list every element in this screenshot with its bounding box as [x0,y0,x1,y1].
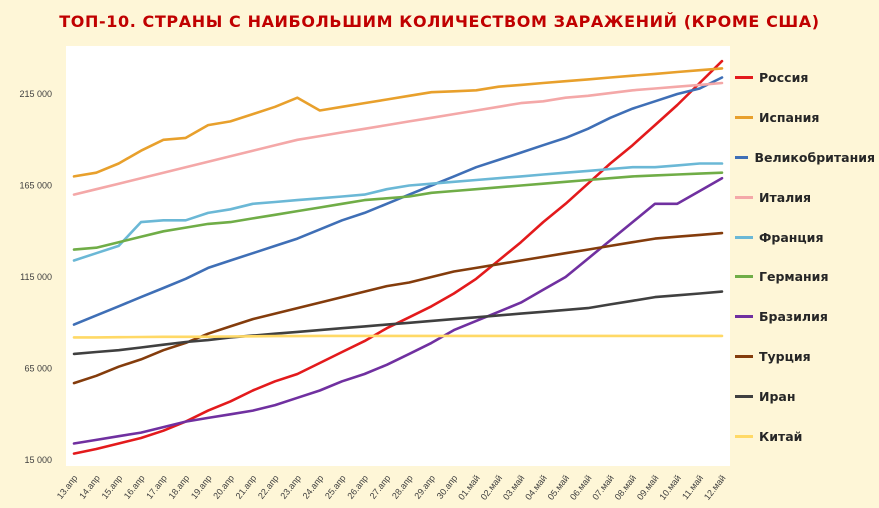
legend-label: Великобритания [754,149,875,165]
legend-swatch [735,275,753,279]
legend-swatch [735,116,753,120]
series-line [72,81,724,196]
legend-label: Испания [759,110,820,126]
x-tick-label: 14.апр [77,473,102,501]
x-tick-label: 01.май [456,473,482,502]
legend-label: Франция [759,229,824,245]
legend-label: Бразилия [759,309,828,325]
legend-label: Китай [759,428,803,444]
x-tick-label: 23.апр [278,473,303,501]
legend-label: Иран [759,388,796,404]
x-tick-label: 04.май [523,473,549,502]
x-tick-label: 16.апр [122,473,147,501]
x-tick-label: 17.апр [144,473,169,501]
legend-item: Россия [735,58,875,98]
legend-swatch [735,195,753,199]
x-tick-label: 10.май [657,473,683,502]
x-tick-label: 25.апр [323,473,348,501]
x-tick-label: 20.апр [211,473,236,501]
chart-legend: Россия Испания Великобритания Италия Франция… [735,58,875,456]
x-tick-label: 03.май [501,473,527,502]
legend-swatch [735,235,753,239]
x-tick-label: 29.апр [412,473,437,501]
legend-item: Бразилия [735,297,875,337]
x-tick-label: 12.май [702,473,728,502]
x-tick-label: 27.апр [368,473,393,501]
x-tick-label: 26.апр [345,473,370,501]
legend-item: Италия [735,177,875,217]
x-tick-label: 06.май [568,473,594,502]
legend-swatch [735,76,753,80]
series-line [72,67,724,178]
x-tick-label: 15.апр [100,473,125,501]
x-tick-label: 09.май [635,473,661,502]
legend-item: Испания [735,98,875,138]
x-tick-label: 28.апр [390,473,415,501]
legend-label: Италия [759,189,812,205]
x-tick-label: 05.май [546,473,572,502]
x-tick-label: 30.апр [435,473,460,501]
series-line [72,171,724,251]
legend-swatch [735,315,753,319]
series-line [72,290,724,356]
legend-item: Германия [735,257,875,297]
legend-item: Франция [735,217,875,257]
chart-title: ТОП-10. СТРАНЫ С НАИБОЛЬШИМ КОЛИЧЕСТВОМ … [59,12,820,31]
x-tick-label: 13.апр [55,473,80,501]
series-line [72,231,724,385]
legend-item: Великобритания [735,138,875,178]
legend-label: Турция [759,348,811,364]
legend-swatch [735,434,753,438]
series-line [72,162,724,262]
x-tick-label: 18.апр [167,473,192,501]
x-tick-label: 02.май [479,473,505,502]
x-tick-label: 22.апр [256,473,281,501]
legend-item: Иран [735,376,875,416]
legend-item: Турция [735,337,875,377]
series-line [72,76,724,326]
y-tick-label: 65 000 [24,364,52,374]
x-tick-label: 11.май [680,473,705,501]
x-tick-label: 07.май [590,473,616,502]
legend-label: Германия [759,269,829,285]
x-tick-label: 19.апр [189,473,214,501]
y-tick-label: 115 000 [20,272,52,282]
legend-item: Китай [735,416,875,456]
x-tick-label: 21.апр [234,473,259,501]
plot-area [66,46,730,466]
series-line [72,176,724,445]
legend-swatch [735,354,753,358]
series-line [72,334,724,339]
legend-swatch [735,394,753,398]
x-tick-label: 08.май [613,473,639,502]
y-tick-label: 15 000 [24,455,52,465]
y-tick-label: 215 000 [19,89,52,99]
legend-label: Россия [759,70,809,86]
legend-swatch [735,155,749,159]
y-tick-label: 165 000 [19,181,52,191]
x-tick-label: 24.апр [301,473,326,501]
